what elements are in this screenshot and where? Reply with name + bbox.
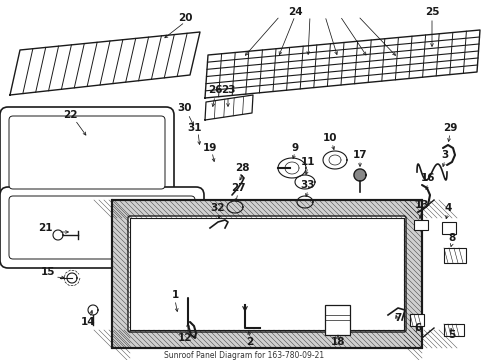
Text: Sunroof Panel Diagram for 163-780-09-21: Sunroof Panel Diagram for 163-780-09-21	[164, 351, 324, 360]
Bar	[443, 248, 465, 263]
Text: 8: 8	[447, 233, 455, 243]
Bar	[413, 220, 427, 230]
Polygon shape	[353, 169, 365, 181]
Polygon shape	[204, 30, 479, 98]
Bar	[409, 314, 423, 326]
FancyBboxPatch shape	[0, 107, 174, 198]
Text: 22: 22	[62, 110, 77, 120]
Text: 18: 18	[330, 337, 345, 347]
Text: 30: 30	[177, 103, 192, 113]
Text: 12: 12	[177, 333, 192, 343]
Text: 10: 10	[322, 133, 337, 143]
FancyBboxPatch shape	[128, 216, 405, 332]
Bar	[112, 200, 421, 348]
Text: 9: 9	[291, 143, 298, 153]
Text: 6: 6	[413, 323, 421, 333]
FancyBboxPatch shape	[9, 116, 164, 189]
Text: 16: 16	[420, 173, 434, 183]
Text: 32: 32	[210, 203, 225, 213]
Bar	[443, 324, 463, 336]
Text: 4: 4	[444, 203, 451, 213]
Text: 26: 26	[207, 85, 222, 95]
Text: 1: 1	[171, 290, 178, 300]
FancyBboxPatch shape	[0, 187, 203, 268]
Polygon shape	[10, 32, 200, 95]
Text: 31: 31	[187, 123, 202, 133]
Text: 5: 5	[447, 330, 455, 340]
Text: 29: 29	[442, 123, 456, 133]
Bar	[325, 305, 349, 335]
Text: 14: 14	[81, 317, 95, 327]
Text: 27: 27	[230, 183, 245, 193]
Text: 24: 24	[287, 7, 302, 17]
Text: 2: 2	[246, 337, 253, 347]
Text: 15: 15	[41, 267, 55, 277]
FancyBboxPatch shape	[9, 196, 195, 259]
Polygon shape	[204, 95, 252, 120]
Text: 13: 13	[414, 200, 428, 210]
Text: 28: 28	[234, 163, 249, 173]
Text: 33: 33	[300, 180, 315, 190]
Text: 17: 17	[352, 150, 366, 160]
Text: 20: 20	[177, 13, 192, 23]
Bar	[441, 222, 455, 234]
Text: 21: 21	[38, 223, 52, 233]
Text: 23: 23	[220, 85, 235, 95]
Text: 11: 11	[300, 157, 315, 167]
Text: 25: 25	[424, 7, 438, 17]
Text: 7: 7	[393, 313, 401, 323]
Text: 3: 3	[441, 150, 447, 160]
Text: 19: 19	[203, 143, 217, 153]
